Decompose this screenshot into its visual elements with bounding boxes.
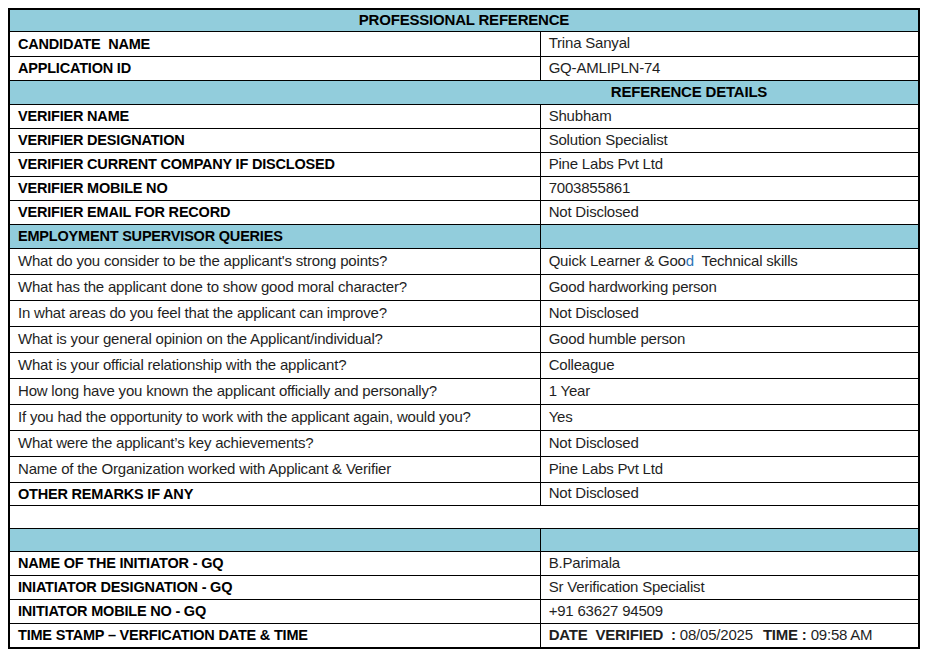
spacer-row xyxy=(9,505,919,528)
query-row: What is your general opinion on the Appl… xyxy=(9,326,919,352)
query-answer: Not Disclosed xyxy=(540,430,919,456)
query-row: What were the applicant’s key achievemen… xyxy=(9,430,919,456)
answer-accent-letter: d xyxy=(686,252,694,269)
query-row: What do you consider to be the applicant… xyxy=(9,248,919,274)
query-answer: 1 Year xyxy=(540,378,919,404)
verifier-company-label: VERIFIER CURRENT COMPANY IF DISCLOSED xyxy=(9,152,540,176)
table-title-row: PROFESSIONAL REFERENCE xyxy=(9,9,919,31)
initiator-mobile-label: INITIATOR MOBILE NO - GQ xyxy=(9,599,540,623)
initiator-header-left-cell xyxy=(9,528,540,551)
verifier-company-row: VERIFIER CURRENT COMPANY IF DISCLOSED Pi… xyxy=(9,152,919,176)
initiator-section-header-row xyxy=(9,528,919,551)
candidate-name-label: CANDIDATE NAME xyxy=(9,31,540,56)
verifier-designation-label: VERIFIER DESIGNATION xyxy=(9,128,540,152)
initiator-name-row: NAME OF THE INITIATOR - GQ B.Parimala xyxy=(9,551,919,575)
initiator-mobile-value: +91 63627 94509 xyxy=(540,599,919,623)
query-row: What has the applicant done to show good… xyxy=(9,274,919,300)
query-row: What is your official relationship with … xyxy=(9,352,919,378)
initiator-designation-row: INIATIATOR DESIGNATION - GQ Sr Verificat… xyxy=(9,575,919,599)
verifier-mobile-value: 7003855861 xyxy=(540,176,919,200)
initiator-designation-label: INIATIATOR DESIGNATION - GQ xyxy=(9,575,540,599)
verifier-company-value: Pine Labs Pvt Ltd xyxy=(540,152,919,176)
reference-details-header-row: REFERENCE DETAILS xyxy=(9,80,919,104)
other-remarks-value: Not Disclosed xyxy=(540,482,919,505)
date-verified-label: DATE VERIFIED : xyxy=(549,626,676,643)
other-remarks-row: OTHER REMARKS IF ANY Not Disclosed xyxy=(9,482,919,505)
query-row: If you had the opportunity to work with … xyxy=(9,404,919,430)
time-value: 09:58 AM xyxy=(807,626,873,643)
verifier-email-label: VERIFIER EMAIL FOR RECORD xyxy=(9,200,540,224)
date-verified-value: 08/05/2025 xyxy=(676,626,753,643)
spacer-cell xyxy=(9,505,919,528)
supervisor-queries-header-empty-cell xyxy=(540,224,919,248)
answer-text: Technical skills xyxy=(694,252,798,269)
application-id-label: APPLICATION ID xyxy=(9,56,540,80)
verifier-name-value: Shubham xyxy=(540,104,919,128)
query-row: How long have you known the applicant of… xyxy=(9,378,919,404)
table-title: PROFESSIONAL REFERENCE xyxy=(9,9,919,31)
query-answer: Yes xyxy=(540,404,919,430)
verifier-mobile-label: VERIFIER MOBILE NO xyxy=(9,176,540,200)
query-question: What were the applicant’s key achievemen… xyxy=(9,430,540,456)
query-question: If you had the opportunity to work with … xyxy=(9,404,540,430)
initiator-designation-value: Sr Verification Specialist xyxy=(540,575,919,599)
reference-details-title: REFERENCE DETAILS xyxy=(9,80,919,104)
application-id-value: GQ-AMLIPLN-74 xyxy=(540,56,919,80)
query-answer: Not Disclosed xyxy=(540,300,919,326)
initiator-mobile-row: INITIATOR MOBILE NO - GQ +91 63627 94509 xyxy=(9,599,919,623)
query-row: Name of the Organization worked with App… xyxy=(9,456,919,482)
query-question: How long have you known the applicant of… xyxy=(9,378,540,404)
verifier-email-row: VERIFIER EMAIL FOR RECORD Not Disclosed xyxy=(9,200,919,224)
initiator-name-value: B.Parimala xyxy=(540,551,919,575)
supervisor-queries-header-row: EMPLOYMENT SUPERVISOR QUERIES xyxy=(9,224,919,248)
query-answer: Colleague xyxy=(540,352,919,378)
time-label: TIME : xyxy=(763,626,807,643)
verifier-email-value: Not Disclosed xyxy=(540,200,919,224)
query-question: Name of the Organization worked with App… xyxy=(9,456,540,482)
initiator-header-right-cell xyxy=(540,528,919,551)
verifier-designation-row: VERIFIER DESIGNATION Solution Specialist xyxy=(9,128,919,152)
query-answer: Good humble person xyxy=(540,326,919,352)
initiator-name-label: NAME OF THE INITIATOR - GQ xyxy=(9,551,540,575)
query-row: In what areas do you feel that the appli… xyxy=(9,300,919,326)
timestamp-row: TIME STAMP – VERFICATION DATE & TIME DAT… xyxy=(9,623,919,648)
verifier-name-row: VERIFIER NAME Shubham xyxy=(9,104,919,128)
candidate-name-row: CANDIDATE NAME Trina Sanyal xyxy=(9,31,919,56)
verifier-designation-value: Solution Specialist xyxy=(540,128,919,152)
timestamp-label: TIME STAMP – VERFICATION DATE & TIME xyxy=(9,623,540,648)
professional-reference-table: PROFESSIONAL REFERENCE CANDIDATE NAME Tr… xyxy=(8,8,920,649)
candidate-name-value: Trina Sanyal xyxy=(540,31,919,56)
query-answer: Good hardworking person xyxy=(540,274,919,300)
supervisor-queries-title: EMPLOYMENT SUPERVISOR QUERIES xyxy=(9,224,540,248)
query-question: In what areas do you feel that the appli… xyxy=(9,300,540,326)
application-id-row: APPLICATION ID GQ-AMLIPLN-74 xyxy=(9,56,919,80)
other-remarks-label: OTHER REMARKS IF ANY xyxy=(9,482,540,505)
verifier-name-label: VERIFIER NAME xyxy=(9,104,540,128)
query-question: What is your general opinion on the Appl… xyxy=(9,326,540,352)
query-question: What has the applicant done to show good… xyxy=(9,274,540,300)
query-answer: Pine Labs Pvt Ltd xyxy=(540,456,919,482)
timestamp-value: DATE VERIFIED : 08/05/2025 TIME : 09:58 A… xyxy=(540,623,919,648)
query-question: What is your official relationship with … xyxy=(9,352,540,378)
professional-reference-document: PROFESSIONAL REFERENCE CANDIDATE NAME Tr… xyxy=(0,0,927,649)
answer-text: Quick Learner & Goo xyxy=(549,252,686,269)
verifier-mobile-row: VERIFIER MOBILE NO 7003855861 xyxy=(9,176,919,200)
query-answer: Quick Learner & Good Technical skills xyxy=(540,248,919,274)
query-question: What do you consider to be the applicant… xyxy=(9,248,540,274)
